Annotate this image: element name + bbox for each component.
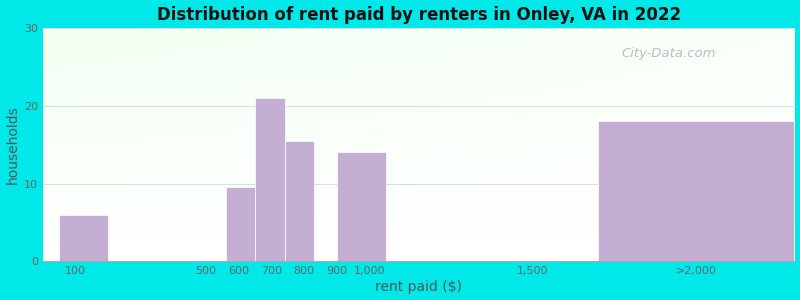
- Bar: [226, 188, 255, 261]
- Text: City-Data.com: City-Data.com: [622, 46, 716, 60]
- Bar: [337, 152, 386, 261]
- Title: Distribution of rent paid by renters in Onley, VA in 2022: Distribution of rent paid by renters in …: [157, 6, 681, 24]
- Bar: [285, 141, 314, 261]
- Bar: [59, 215, 108, 261]
- X-axis label: rent paid ($): rent paid ($): [375, 280, 462, 294]
- Y-axis label: households: households: [6, 105, 19, 184]
- Bar: [598, 121, 794, 261]
- Bar: [255, 98, 285, 261]
